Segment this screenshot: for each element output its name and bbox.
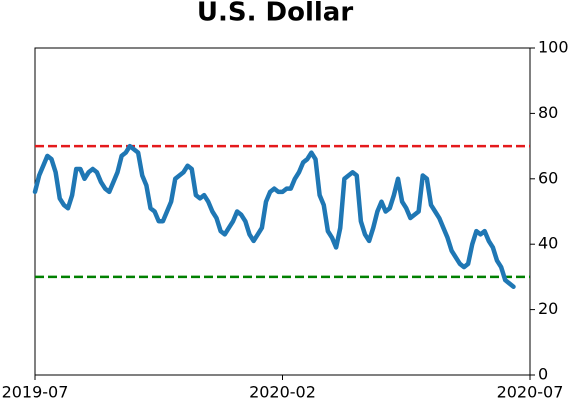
x-tick-label: 2020-07 bbox=[497, 383, 564, 402]
data-line bbox=[32, 143, 516, 289]
x-tick-label: 2020-02 bbox=[249, 383, 316, 402]
y-tick-label: 80 bbox=[538, 103, 558, 122]
x-tick-label: 2019-07 bbox=[2, 383, 69, 402]
y-tick-label: 0 bbox=[538, 365, 548, 384]
y-tick-label: 40 bbox=[538, 234, 558, 253]
chart-title: U.S. Dollar bbox=[197, 0, 353, 28]
plot-frame bbox=[34, 47, 531, 376]
y-tick-label: 100 bbox=[538, 38, 569, 57]
y-tick-label: 20 bbox=[538, 299, 558, 318]
y-tick-label: 60 bbox=[538, 168, 558, 187]
